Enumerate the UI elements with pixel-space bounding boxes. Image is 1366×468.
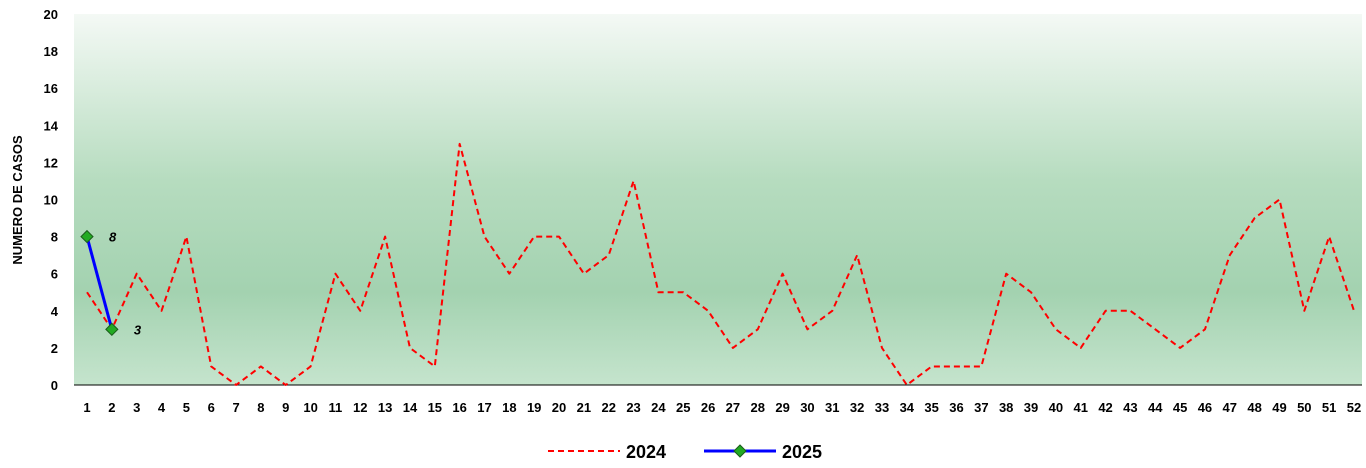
x-tick-label: 44	[1148, 400, 1163, 415]
x-tick-label: 46	[1198, 400, 1212, 415]
x-tick-label: 29	[775, 400, 789, 415]
legend: 2024 2025	[548, 442, 822, 462]
y-tick-label: 16	[44, 81, 58, 96]
plot-area	[74, 14, 1362, 385]
series-2025: 83	[80, 229, 142, 337]
x-tick-label: 31	[825, 400, 839, 415]
x-tick-label: 16	[452, 400, 466, 415]
x-tick-label: 4	[158, 400, 166, 415]
x-tick-label: 23	[626, 400, 640, 415]
x-tick-label: 34	[900, 400, 915, 415]
x-tick-label: 20	[552, 400, 566, 415]
legend-marker	[733, 444, 747, 458]
x-tick-label: 8	[257, 400, 264, 415]
x-tick-label: 5	[183, 400, 190, 415]
x-tick-label: 33	[875, 400, 889, 415]
x-tick-label: 50	[1297, 400, 1311, 415]
x-tick-label: 21	[577, 400, 591, 415]
x-tick-label: 18	[502, 400, 516, 415]
y-tick-label: 20	[44, 7, 58, 22]
series-line-2025	[85, 236, 114, 330]
x-tick-label: 19	[527, 400, 541, 415]
y-tick-label: 18	[44, 44, 58, 59]
series-line-2024	[86, 142, 1355, 386]
y-tick-label: 2	[51, 341, 58, 356]
x-tick-label: 17	[477, 400, 491, 415]
legend-label: 2025	[782, 442, 822, 462]
x-tick-label: 9	[282, 400, 289, 415]
x-tick-label: 1	[83, 400, 90, 415]
data-label: 3	[134, 322, 142, 337]
x-tick-label: 7	[232, 400, 239, 415]
x-tick-label: 13	[378, 400, 392, 415]
x-tick-label: 12	[353, 400, 367, 415]
x-axis: 1 2 3 4 5 6 7 8 9 10 11 12 13 14 15 16 17 18 19 20 21 22 23 24 2…	[74, 384, 1362, 415]
x-tick-label: 45	[1173, 400, 1187, 415]
x-tick-label: 24	[651, 400, 666, 415]
x-tick-label: 3	[133, 400, 140, 415]
x-tick-label: 32	[850, 400, 864, 415]
data-point	[105, 322, 119, 337]
x-tick-label: 39	[1024, 400, 1038, 415]
series-layer: 83	[80, 142, 1355, 386]
x-tick-label: 10	[303, 400, 317, 415]
y-tick-label: 4	[51, 304, 59, 319]
x-tick-label: 30	[800, 400, 814, 415]
x-tick-label: 40	[1049, 400, 1063, 415]
y-tick-label: 8	[51, 230, 58, 245]
y-axis-title: NUMERO DE CASOS	[10, 135, 25, 265]
x-tick-label: 38	[999, 400, 1013, 415]
series-2024	[86, 142, 1355, 386]
x-tick-label: 22	[601, 400, 615, 415]
x-tick-label: 25	[676, 400, 690, 415]
data-label: 8	[109, 230, 117, 245]
x-tick-label: 11	[329, 400, 343, 415]
x-tick-label: 37	[974, 400, 988, 415]
x-tick-label: 14	[403, 400, 418, 415]
x-tick-label: 35	[924, 400, 938, 415]
x-tick-label: 6	[208, 400, 215, 415]
x-tick-label: 51	[1322, 400, 1336, 415]
y-tick-label: 12	[44, 155, 58, 170]
x-tick-label: 48	[1247, 400, 1261, 415]
x-tick-label: 43	[1123, 400, 1137, 415]
x-tick-label: 41	[1073, 400, 1087, 415]
y-tick-label: 14	[44, 118, 59, 133]
y-axis: 0 2 4 6 8 10 12 14 16 18 20	[44, 7, 59, 393]
legend-label: 2024	[626, 442, 666, 462]
x-tick-label: 26	[701, 400, 715, 415]
y-tick-label: 10	[44, 193, 58, 208]
x-tick-label: 49	[1272, 400, 1286, 415]
x-tick-label: 36	[949, 400, 963, 415]
x-tick-label: 47	[1223, 400, 1237, 415]
x-tick-label: 52	[1347, 400, 1361, 415]
legend-item-2025: 2025	[704, 442, 822, 462]
x-tick-label: 15	[428, 400, 442, 415]
legend-item-2024: 2024	[548, 442, 666, 462]
x-tick-label: 27	[726, 400, 740, 415]
x-tick-label: 42	[1098, 400, 1112, 415]
x-tick-label: 2	[108, 400, 115, 415]
data-point	[80, 229, 94, 244]
y-tick-label: 0	[51, 378, 58, 393]
y-tick-label: 6	[51, 267, 58, 282]
x-tick-label: 28	[751, 400, 765, 415]
